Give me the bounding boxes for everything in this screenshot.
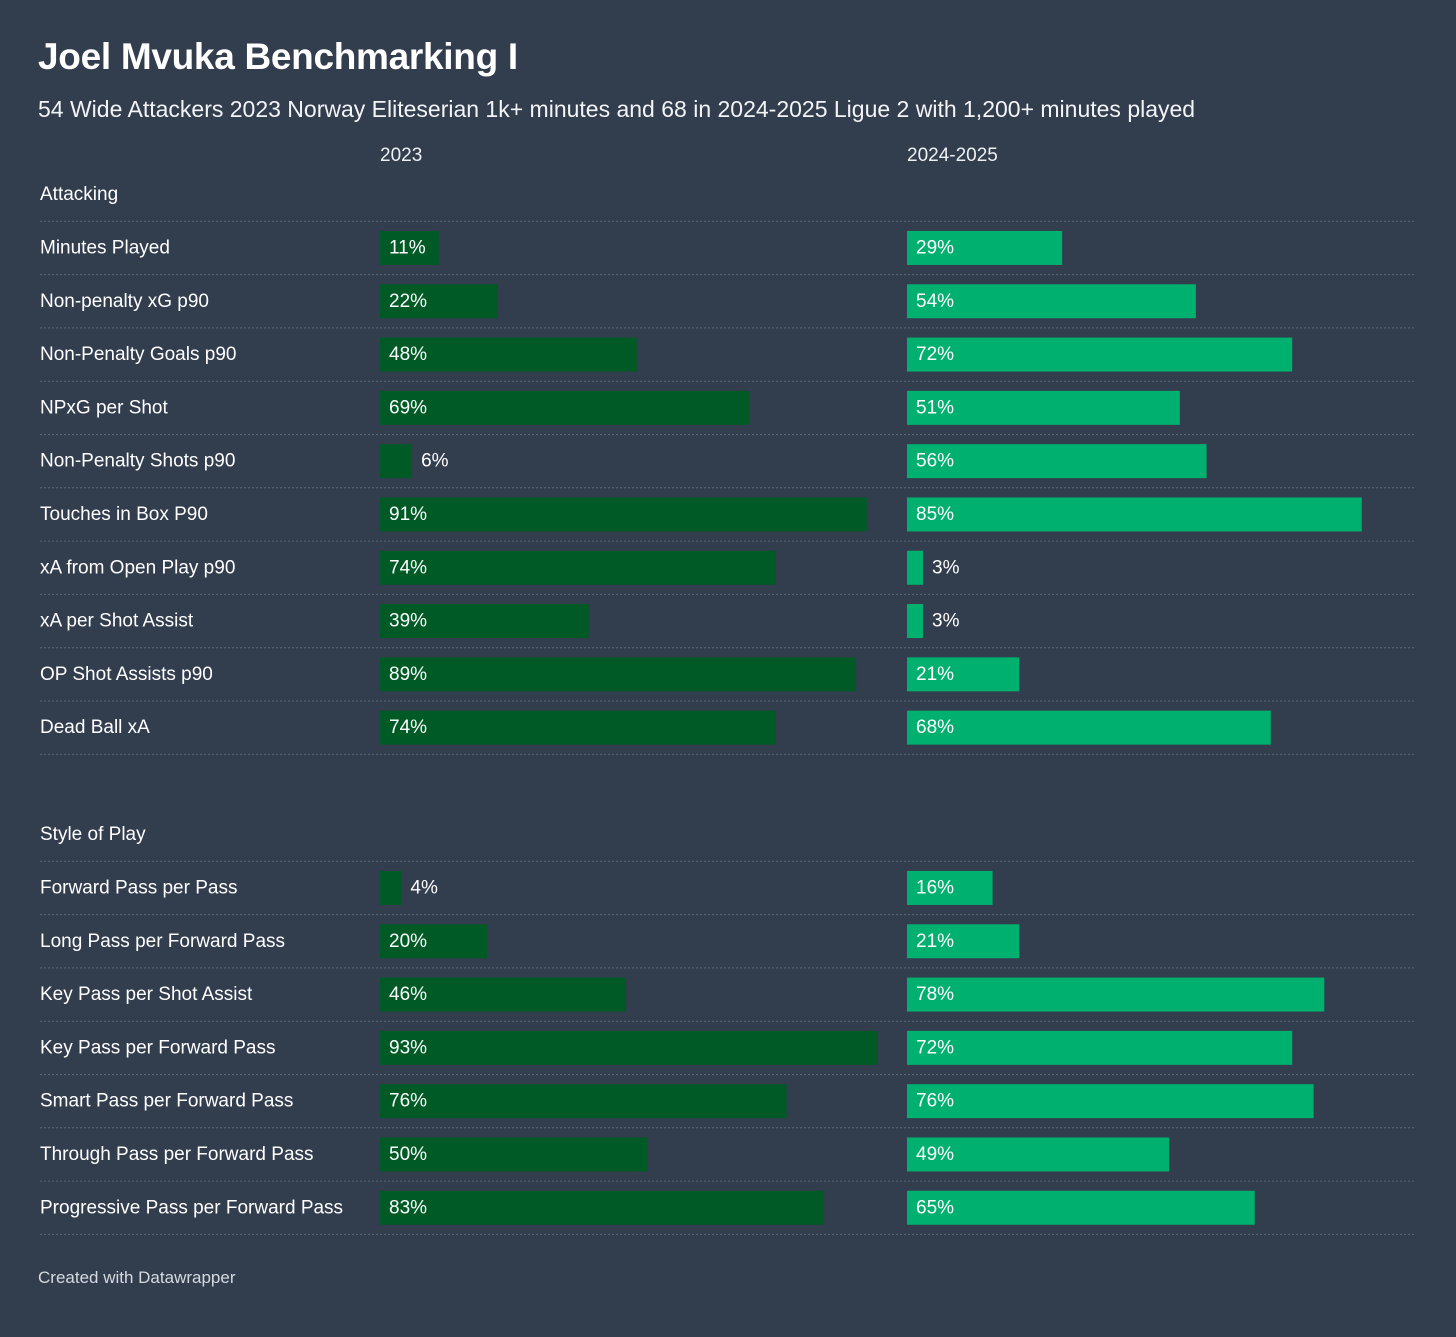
bar-2023 — [380, 497, 867, 532]
bar-value-label: 46% — [389, 984, 427, 1005]
bar-2024-2025 — [907, 444, 1207, 479]
bar-2023 — [380, 604, 589, 639]
bar-2023 — [380, 230, 439, 265]
bar-2024-2025 — [907, 337, 1293, 372]
bar-value-label: 89% — [389, 664, 427, 685]
bar-value-label: 20% — [389, 931, 427, 952]
bar-value-label: 93% — [389, 1037, 427, 1058]
bar-value-label: 48% — [389, 344, 427, 365]
row-label: Through Pass per Forward Pass — [40, 1144, 314, 1165]
bar-2024-2025 — [907, 1137, 1170, 1172]
bar-2024-2025 — [907, 977, 1325, 1012]
bar-2023 — [380, 924, 487, 959]
row-label: Key Pass per Shot Assist — [40, 984, 253, 1005]
bar-value-label: 83% — [389, 1197, 427, 1218]
bar-value-label: 56% — [916, 451, 954, 472]
bar-value-label: 54% — [916, 291, 954, 312]
bar-value-label: 65% — [916, 1197, 954, 1218]
row-label: Non-Penalty Goals p90 — [40, 344, 236, 365]
bar-2024-2025 — [907, 924, 1020, 959]
bar-value-label: 91% — [389, 504, 427, 525]
bar-value-label: 16% — [916, 877, 954, 898]
bar-value-label: 6% — [421, 451, 449, 472]
chart-subtitle: 54 Wide Attackers 2023 Norway Eliteseria… — [38, 96, 1196, 122]
bar-value-label: 21% — [916, 664, 954, 685]
column-header-2024-2025: 2024-2025 — [907, 145, 998, 166]
bar-value-label: 21% — [916, 931, 954, 952]
bar-2024-2025 — [907, 1084, 1314, 1119]
row-label: Dead Ball xA — [40, 717, 150, 738]
column-header-2023: 2023 — [380, 145, 423, 166]
row-label: Key Pass per Forward Pass — [40, 1037, 275, 1058]
bar-value-label: 11% — [389, 237, 426, 258]
bar-value-label: 72% — [916, 344, 954, 365]
bar-value-label: 51% — [916, 397, 954, 418]
bar-value-label: 4% — [410, 877, 438, 898]
bar-2024-2025 — [907, 1030, 1293, 1065]
bar-value-label: 39% — [389, 611, 427, 632]
row-label: Touches in Box P90 — [40, 504, 208, 525]
bar-2024-2025 — [907, 550, 924, 585]
chart-title: Joel Mvuka Benchmarking I — [38, 36, 518, 77]
row-label: Forward Pass per Pass — [40, 877, 237, 898]
bar-2023 — [380, 710, 776, 745]
row-label: Long Pass per Forward Pass — [40, 931, 285, 952]
bar-2023 — [380, 284, 498, 319]
bar-value-label: 49% — [916, 1144, 954, 1165]
bar-value-label: 76% — [916, 1091, 954, 1112]
bar-2023 — [380, 1030, 878, 1065]
bar-2023 — [380, 390, 750, 425]
bar-value-label: 50% — [389, 1144, 427, 1165]
row-label: Smart Pass per Forward Pass — [40, 1091, 293, 1112]
bar-2024-2025 — [907, 604, 924, 639]
bar-value-label: 3% — [932, 557, 960, 578]
bar-2024-2025 — [907, 710, 1271, 745]
row-label: Non-penalty xG p90 — [40, 291, 209, 312]
bar-value-label: 76% — [389, 1091, 427, 1112]
bar-value-label: 68% — [916, 717, 954, 738]
bar-2024-2025 — [907, 390, 1180, 425]
row-label: xA from Open Play p90 — [40, 557, 235, 578]
bar-value-label: 72% — [916, 1037, 954, 1058]
bar-2023 — [380, 444, 413, 479]
bar-2023 — [380, 337, 637, 372]
bar-value-label: 74% — [389, 557, 427, 578]
bar-2023 — [380, 1137, 648, 1172]
bar-value-label: 22% — [389, 291, 427, 312]
bar-2023 — [380, 550, 776, 585]
row-label: Progressive Pass per Forward Pass — [40, 1197, 343, 1218]
bar-value-label: 3% — [932, 611, 960, 632]
bar-2023 — [380, 1084, 787, 1119]
bar-2023 — [380, 977, 627, 1012]
group-header-attacking: Attacking — [40, 184, 118, 205]
bar-2024-2025 — [907, 230, 1063, 265]
bar-2023 — [380, 870, 402, 905]
footer-credit[interactable]: Created with Datawrapper — [38, 1268, 236, 1287]
bar-value-label: 69% — [389, 397, 427, 418]
row-label: Minutes Played — [40, 237, 170, 258]
bar-2024-2025 — [907, 284, 1196, 319]
group-header-style-of-play: Style of Play — [40, 824, 146, 845]
bar-value-label: 74% — [389, 717, 427, 738]
row-label: Non-Penalty Shots p90 — [40, 451, 235, 472]
bar-2024-2025 — [907, 657, 1020, 692]
row-label: NPxG per Shot — [40, 397, 168, 418]
bar-2023 — [380, 657, 857, 692]
row-label: OP Shot Assists p90 — [40, 664, 213, 685]
bar-value-label: 85% — [916, 504, 954, 525]
bar-2024-2025 — [907, 870, 993, 905]
bar-2024-2025 — [907, 1190, 1255, 1225]
bar-2024-2025 — [907, 497, 1362, 532]
bar-value-label: 78% — [916, 984, 954, 1005]
bar-2023 — [380, 1190, 825, 1225]
bar-value-label: 29% — [916, 237, 954, 258]
row-label: xA per Shot Assist — [40, 611, 194, 632]
